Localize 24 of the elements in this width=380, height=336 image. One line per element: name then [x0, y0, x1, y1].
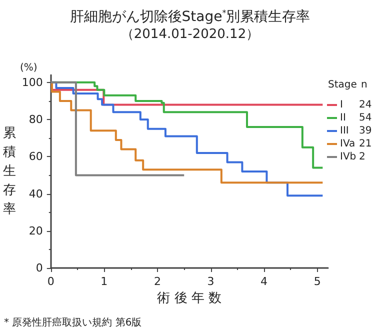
legend-title: Stage n	[328, 80, 368, 90]
text: (%)	[20, 62, 38, 74]
text: II 54	[340, 112, 372, 124]
x-tick-label: 5	[314, 275, 321, 288]
legend-label: IVa 21	[340, 138, 372, 150]
chart-title: 肝細胞がん切除後Stage*別累積生存率	[70, 8, 310, 25]
text: * 原発性肝癌取扱い規約 第6版	[4, 316, 142, 328]
x-tick-label: 1	[100, 275, 108, 288]
x-tick-label: 4	[260, 275, 268, 288]
text: I 24	[340, 100, 372, 110]
y-tick-label: 0	[36, 262, 43, 274]
y-axis-title: 累積生存率	[3, 126, 16, 217]
x-tick-label: 2	[154, 275, 161, 288]
y-tick-label: 60	[28, 150, 43, 164]
y-tick-label: 40	[28, 187, 43, 200]
x-tick-label: 0	[47, 275, 54, 288]
y-tick-label: 80	[28, 113, 43, 126]
legend-label: IVb 2	[340, 152, 366, 162]
chart-subtitle: （2014.01-2020.12）	[120, 27, 260, 42]
legend-label: III 39	[340, 126, 372, 136]
x-tick-label: 3	[207, 275, 214, 288]
y-tick-label: 100	[22, 76, 43, 89]
x-axis-title: 術 後 年 数	[157, 291, 222, 306]
y-tick-label: 20	[28, 224, 43, 238]
